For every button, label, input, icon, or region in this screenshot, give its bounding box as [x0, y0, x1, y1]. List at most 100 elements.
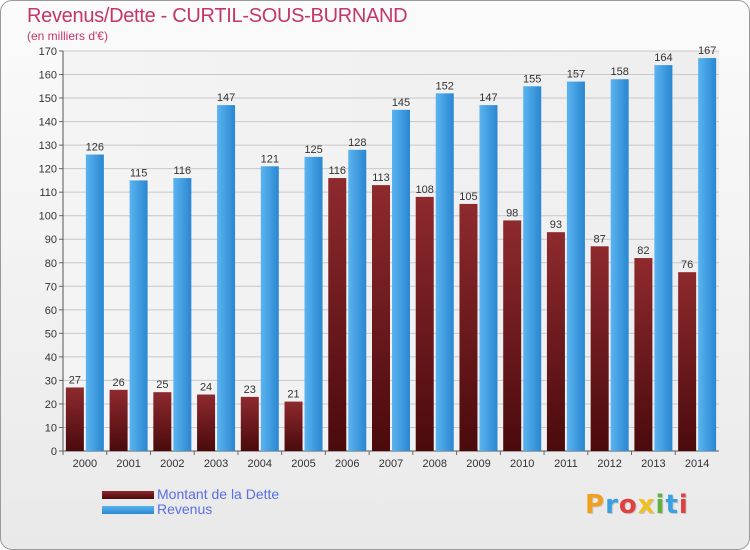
bar-revenus — [260, 166, 279, 451]
data-label-revenus: 147 — [217, 92, 235, 104]
x-tick-label: 2004 — [248, 458, 272, 470]
proxiti-logo: Proxiti — [585, 490, 689, 520]
chart-title: Revenus/Dette - CURTIL-SOUS-BURNAND — [27, 5, 408, 27]
chart-subtitle: (en milliers d'€) — [27, 29, 108, 43]
bar-revenus — [348, 149, 367, 451]
y-tick-label: 20 — [45, 399, 57, 411]
y-tick-label: 110 — [39, 187, 57, 199]
x-tick-label: 2003 — [204, 458, 228, 470]
bar-revenus — [435, 93, 454, 452]
data-label-revenus: 167 — [698, 45, 716, 57]
logo-letter: i — [655, 490, 666, 520]
data-label-dette: 25 — [156, 379, 168, 391]
data-label-dette: 24 — [200, 382, 212, 394]
y-tick-label: 100 — [39, 211, 57, 223]
bar-dette — [153, 392, 172, 451]
x-tick-label: 2006 — [335, 458, 359, 470]
bar-revenus — [129, 180, 148, 452]
bar-dette — [415, 196, 434, 451]
bar-dette — [372, 185, 390, 451]
y-tick-label: 80 — [45, 258, 57, 270]
y-tick-label: 70 — [45, 281, 57, 293]
bar-revenus — [479, 105, 498, 451]
legend-swatch-revenus — [102, 506, 154, 514]
y-tick-label: 170 — [39, 46, 57, 58]
data-label-dette: 93 — [550, 219, 562, 231]
bar-revenus — [654, 65, 673, 451]
data-label-revenus: 157 — [567, 69, 585, 81]
data-label-revenus: 128 — [348, 137, 366, 149]
data-label-revenus: 145 — [392, 97, 410, 109]
data-label-dette: 108 — [416, 184, 434, 196]
data-label-revenus: 164 — [654, 52, 672, 64]
bar-dette — [240, 396, 259, 451]
data-label-dette: 116 — [328, 165, 346, 177]
legend-label-revenus: Revenus — [157, 501, 213, 517]
x-tick-label: 2010 — [510, 458, 534, 470]
data-label-revenus: 155 — [523, 73, 541, 85]
bar-revenus — [523, 86, 542, 451]
x-tick-label: 2001 — [116, 458, 140, 470]
data-label-dette: 26 — [112, 377, 124, 389]
y-tick-label: 0 — [51, 446, 57, 458]
logo-letter: i — [678, 490, 689, 520]
bar-dette — [197, 394, 216, 451]
legend-swatch-debt — [102, 491, 154, 499]
bar-dette — [590, 246, 609, 451]
data-label-revenus: 152 — [436, 80, 454, 92]
y-tick-label: 150 — [39, 93, 57, 105]
logo-letter: x — [637, 490, 656, 520]
y-tick-label: 130 — [39, 140, 57, 152]
y-tick-label: 160 — [39, 70, 57, 82]
data-label-dette: 23 — [244, 384, 256, 396]
x-tick-label: 2005 — [291, 458, 315, 470]
y-tick-label: 120 — [39, 164, 57, 176]
y-tick-label: 140 — [39, 117, 57, 129]
x-tick-label: 2007 — [379, 458, 403, 470]
x-tick-label: 2013 — [641, 458, 665, 470]
x-tick-label: 2000 — [73, 458, 97, 470]
y-tick-label: 50 — [45, 328, 57, 340]
logo-letter: r — [605, 490, 619, 520]
x-tick-label: 2002 — [160, 458, 184, 470]
bar-revenus — [217, 105, 236, 451]
logo-letter: P — [585, 490, 606, 520]
x-tick-label: 2009 — [466, 458, 490, 470]
x-tick-label: 2014 — [685, 458, 709, 470]
data-label-dette: 87 — [594, 233, 606, 245]
bar-dette — [109, 389, 128, 451]
data-label-dette: 105 — [459, 191, 477, 203]
x-tick-label: 2011 — [554, 458, 578, 470]
bar-revenus — [698, 58, 717, 451]
bar-revenus — [392, 109, 410, 451]
bar-dette — [634, 258, 653, 451]
bar-revenus — [304, 156, 323, 451]
y-tick-label: 60 — [45, 305, 57, 317]
data-label-revenus: 147 — [479, 92, 497, 104]
logo-letter: t — [665, 490, 679, 520]
bar-revenus — [173, 178, 192, 451]
y-tick-label: 10 — [45, 422, 57, 434]
bar-revenus — [610, 79, 629, 451]
data-label-revenus: 116 — [174, 165, 192, 177]
bar-dette — [503, 220, 522, 451]
data-label-dette: 76 — [681, 259, 693, 271]
bar-dette — [284, 401, 303, 451]
data-label-dette: 82 — [637, 245, 649, 257]
bar-revenus — [566, 81, 585, 452]
bar-dette — [65, 387, 84, 451]
data-label-revenus: 121 — [261, 153, 279, 165]
plot-area — [63, 51, 719, 451]
data-label-dette: 27 — [69, 374, 81, 386]
data-label-dette: 21 — [287, 389, 299, 401]
bar-dette — [328, 178, 347, 451]
data-label-dette: 113 — [372, 172, 390, 184]
data-label-revenus: 158 — [610, 66, 628, 78]
bar-dette — [546, 232, 565, 451]
legend-label-debt: Montant de la Dette — [157, 486, 280, 502]
data-label-revenus: 115 — [130, 167, 148, 179]
y-tick-label: 30 — [45, 375, 57, 387]
bar-dette — [678, 272, 697, 451]
